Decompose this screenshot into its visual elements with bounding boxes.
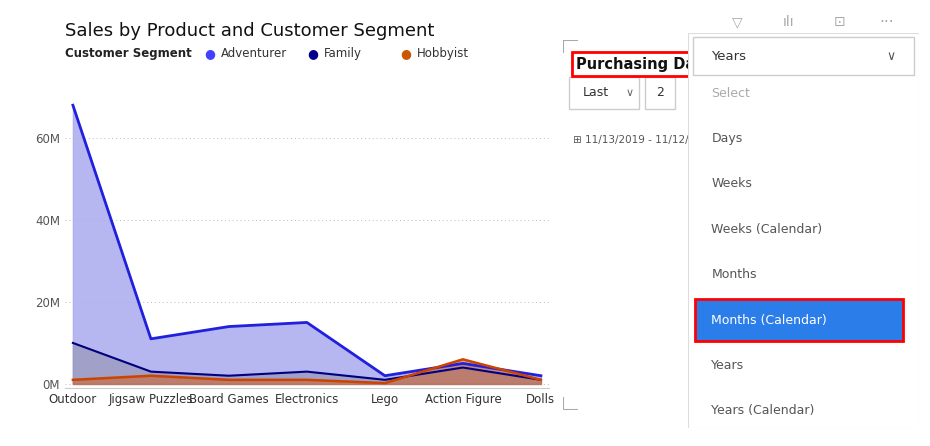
Text: Years (Calendar): Years (Calendar): [711, 404, 815, 417]
Text: Last: Last: [582, 86, 608, 99]
Text: ⊞ 11/13/2019 - 11/12/2: ⊞ 11/13/2019 - 11/12/2: [573, 135, 695, 145]
FancyBboxPatch shape: [688, 33, 919, 428]
Text: Select: Select: [711, 87, 751, 99]
FancyBboxPatch shape: [713, 211, 722, 270]
Text: Adventurer: Adventurer: [221, 47, 287, 60]
Text: Days: Days: [711, 132, 742, 145]
Text: ●: ●: [307, 47, 318, 60]
Text: Months (Calendar): Months (Calendar): [711, 314, 827, 326]
Text: Years: Years: [711, 50, 746, 63]
Text: ▽: ▽: [732, 15, 743, 29]
Text: Purchasing Date: Purchasing Date: [576, 57, 712, 72]
Text: Years: Years: [711, 359, 744, 372]
Text: Sales by Product and Customer Segment: Sales by Product and Customer Segment: [65, 22, 434, 40]
Text: Weeks: Weeks: [711, 178, 752, 190]
Text: ···: ···: [880, 15, 894, 30]
Text: ılı: ılı: [783, 15, 794, 29]
Text: Family: Family: [324, 47, 362, 60]
Text: Months: Months: [711, 268, 757, 281]
Text: ●: ●: [205, 47, 216, 60]
Text: ●: ●: [400, 47, 411, 60]
Text: Hobbyist: Hobbyist: [417, 47, 469, 60]
Text: ∨: ∨: [886, 50, 896, 63]
Text: Customer Segment: Customer Segment: [65, 47, 192, 60]
Text: Weeks (Calendar): Weeks (Calendar): [711, 223, 822, 236]
FancyBboxPatch shape: [695, 299, 903, 341]
Text: 2: 2: [657, 86, 664, 99]
FancyBboxPatch shape: [693, 37, 914, 75]
FancyBboxPatch shape: [645, 77, 675, 109]
Text: ∨: ∨: [626, 88, 633, 98]
Text: ⊡: ⊡: [834, 15, 845, 29]
FancyBboxPatch shape: [569, 77, 639, 109]
